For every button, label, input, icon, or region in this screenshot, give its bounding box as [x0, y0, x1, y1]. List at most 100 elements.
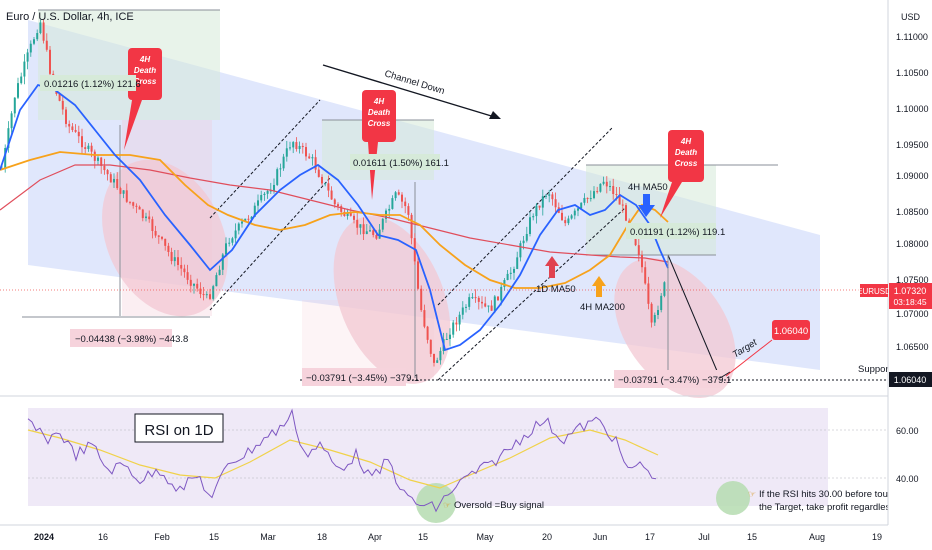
- svg-text:Death: Death: [368, 108, 390, 117]
- candle-body: [644, 267, 647, 284]
- rsi-note-2: the Target, take profit regardless.: [759, 502, 898, 513]
- candle-body: [612, 186, 615, 195]
- candle-body: [225, 243, 227, 255]
- candle-body: [97, 157, 99, 161]
- candle-body: [122, 190, 125, 194]
- svg-text:Cross: Cross: [368, 119, 391, 128]
- price-tick: 1.11000: [896, 32, 928, 42]
- candle-body: [593, 191, 595, 199]
- drop-zone-1: [102, 159, 228, 317]
- candle-body: [417, 261, 419, 289]
- candle-body: [353, 215, 355, 220]
- candle-body: [77, 131, 80, 137]
- symbol-label: EURUSD: [857, 287, 891, 296]
- time-axis[interactable]: 2024 16 Feb 15 Mar 18 Apr 15 May 20 Jun 17 Jul 15 Aug 1…: [34, 532, 882, 542]
- candle-body: [513, 268, 515, 273]
- candle-body: [145, 216, 147, 219]
- candle-body: [561, 212, 563, 221]
- candle-body: [519, 243, 522, 258]
- candle-body: [522, 240, 525, 244]
- candle-body: [381, 218, 384, 230]
- candle-body: [426, 326, 429, 340]
- candle-body: [337, 204, 339, 207]
- candle-body: [161, 236, 163, 239]
- time-tick: 2024: [34, 532, 54, 542]
- candle-body: [314, 157, 317, 170]
- candle-body: [359, 224, 362, 228]
- candle-body: [596, 191, 599, 193]
- candle-body: [493, 296, 496, 311]
- candle-body: [599, 183, 602, 192]
- candle-body: [215, 275, 218, 287]
- candle-body: [212, 286, 215, 299]
- candle-body: [490, 305, 493, 311]
- candle-body: [119, 188, 122, 194]
- candle-body: [141, 209, 144, 219]
- candle-body: [605, 181, 608, 187]
- hand-icon-1: ☞: [443, 500, 451, 510]
- price-tick: 1.07000: [896, 309, 929, 319]
- candle-body: [647, 283, 650, 304]
- candle-body: [244, 218, 247, 222]
- measure-label-1: 0.01216 (1.12%) 121.6: [44, 79, 141, 90]
- ma50-1d-label: 1D MA50: [536, 284, 576, 295]
- candle-body: [436, 360, 439, 363]
- measure-label-2: 0.01611 (1.50%) 161.1: [353, 158, 449, 169]
- time-tick: 15: [418, 532, 428, 542]
- candle-body: [650, 303, 653, 323]
- candle-body: [317, 169, 320, 177]
- price-tick: 1.09000: [896, 171, 929, 181]
- candle-body: [116, 179, 119, 189]
- candle-body: [74, 130, 77, 132]
- candle-body: [305, 147, 307, 157]
- candle-body: [516, 257, 519, 269]
- candle-body: [106, 170, 109, 175]
- candle-body: [257, 200, 259, 206]
- candle-body: [365, 231, 368, 235]
- last-price-badge: [889, 283, 932, 309]
- time-tick: Feb: [154, 532, 170, 542]
- candle-body: [295, 142, 298, 150]
- candle-body: [247, 218, 250, 220]
- candle-body: [154, 230, 157, 236]
- time-tick: 15: [209, 532, 219, 542]
- candle-body: [7, 128, 10, 148]
- candle-body: [529, 217, 531, 234]
- rsi-tick-60: 60.00: [896, 426, 919, 436]
- candle-body: [445, 339, 448, 341]
- candle-body: [205, 294, 208, 296]
- candle-body: [109, 174, 112, 183]
- price-axis[interactable]: 1.11000 1.10500 1.10000 1.09500 1.09000 1.085…: [896, 32, 929, 352]
- drop-label-1: −0.04438 (−3.98%) −443.8: [75, 334, 188, 345]
- rsi-note-1: If the RSI hits 30.00 before touching: [759, 489, 911, 500]
- support-word: Support: [858, 364, 892, 375]
- rsi-title-box: [134, 413, 224, 443]
- candle-body: [653, 314, 656, 323]
- candle-body: [65, 109, 67, 124]
- time-tick: 17: [645, 532, 655, 542]
- candle-body: [423, 310, 426, 327]
- candle-body: [641, 254, 643, 268]
- candle-body: [276, 169, 279, 185]
- candle-body: [449, 334, 451, 340]
- candle-body: [407, 206, 410, 215]
- candle-body: [93, 151, 96, 161]
- candle-body: [103, 165, 106, 171]
- candle-body: [269, 190, 272, 192]
- candle-body: [301, 145, 304, 148]
- candle-body: [410, 214, 413, 239]
- projection-line-2: [719, 371, 731, 379]
- candle-body: [625, 205, 627, 221]
- candle-body: [420, 288, 423, 311]
- candle-body: [497, 296, 499, 301]
- price-tick: 1.07500: [896, 275, 929, 285]
- candle-body: [13, 97, 16, 114]
- candle-body: [81, 136, 83, 148]
- last-price: 1.07320: [894, 286, 927, 296]
- drop-zone-3: [614, 257, 736, 399]
- candle-body: [36, 33, 39, 40]
- candle-body: [487, 305, 490, 307]
- candle-body: [452, 322, 455, 335]
